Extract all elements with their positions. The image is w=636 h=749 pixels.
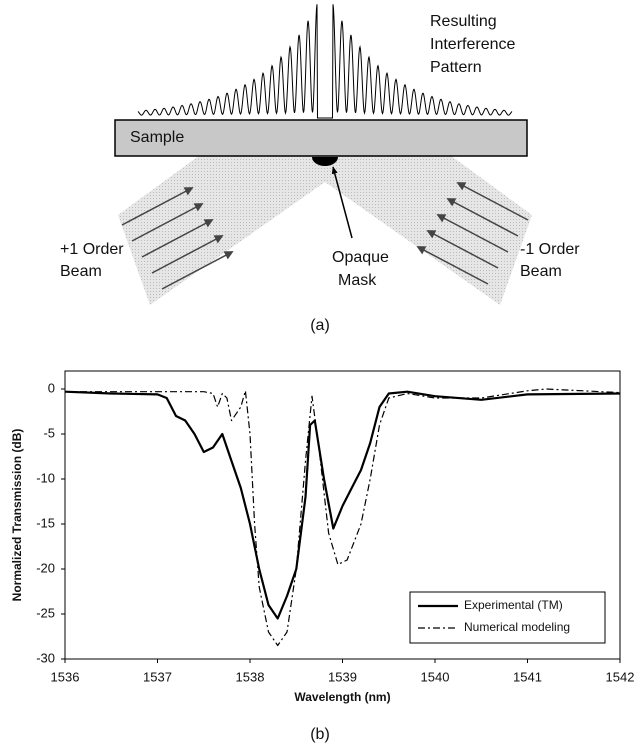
y-axis-label: Normalized Transmission (dB) [10, 429, 24, 602]
caption: (a) [310, 317, 330, 334]
x-tick-label: 1539 [328, 669, 357, 684]
beam-arrow [436, 214, 509, 253]
diagram: Sample Resulting Interference Pattern +1… [60, 4, 580, 334]
beam-arrow [426, 230, 499, 269]
mask-label: Opaque [332, 249, 389, 266]
beam-arrow [131, 203, 204, 242]
beam-arrow [416, 246, 489, 285]
beam-arrow [161, 251, 234, 290]
interference-pattern [137, 4, 513, 119]
x-tick-label: 1537 [143, 669, 172, 684]
beam-arrow [141, 219, 214, 258]
legend-label: Experimental (TM) [464, 598, 563, 612]
x-tick-label: 1540 [421, 669, 450, 684]
chart: 0 -5 -10 -15 -20 -25 -30 1536 1537 1538 1539 1540 15… [10, 370, 635, 743]
beam-label: Beam [60, 263, 102, 280]
y-tick-label: 0 [48, 380, 55, 395]
beam-label: Beam [520, 263, 562, 280]
pattern-label: Resulting [430, 13, 497, 30]
x-tick-label: 1541 [513, 669, 542, 684]
sample-label: Sample [130, 129, 184, 146]
arrows [121, 182, 529, 290]
x-axis-label: Wavelength (nm) [294, 690, 390, 704]
x-tick-label: 1536 [51, 669, 80, 684]
opaque-mask [312, 157, 338, 166]
beam-arrow [446, 198, 519, 237]
mask-arrow [331, 166, 353, 239]
caption: (b) [310, 726, 330, 743]
series-line [65, 388, 621, 647]
pattern-label: Interference [430, 36, 515, 53]
beam-arrow [121, 187, 194, 226]
y-tick-label: -30 [36, 650, 55, 665]
beam-arrow [456, 182, 529, 221]
beam-left [118, 155, 325, 305]
y-tick-label: -10 [36, 470, 55, 485]
x-tick-label: 1538 [236, 669, 265, 684]
beam-label: +1 Order [60, 241, 124, 258]
series-line [64, 390, 621, 620]
legend-box [409, 591, 606, 644]
beam-arrow [151, 235, 224, 274]
sample [114, 119, 528, 157]
legend-label: Numerical modeling [464, 620, 570, 634]
pattern-label: Pattern [430, 59, 482, 76]
x-tick-label: 1542 [606, 669, 635, 684]
y-tick-label: -5 [43, 425, 55, 440]
y-tick-label: -15 [36, 515, 55, 530]
y-tick-label: -20 [36, 560, 55, 575]
y-tick-label: -25 [36, 605, 55, 620]
mask-label: Mask [338, 272, 377, 289]
beam-label: -1 Order [520, 241, 580, 258]
beam-right [325, 155, 532, 305]
